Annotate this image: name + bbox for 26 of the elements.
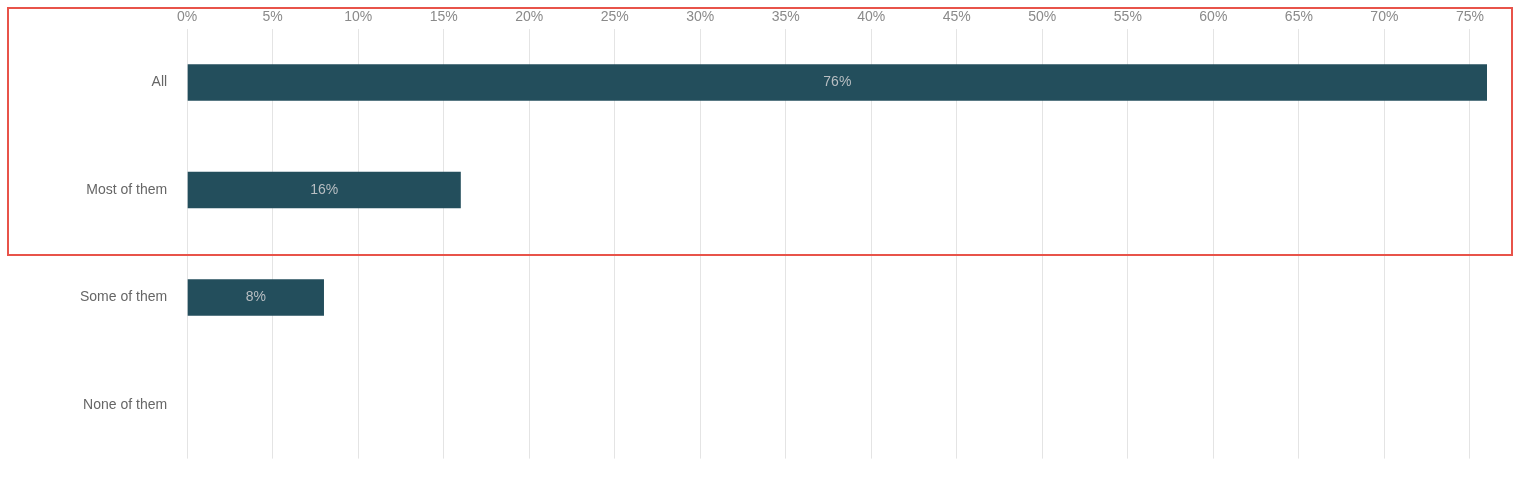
x-tick-label: 5% <box>262 8 283 25</box>
x-tick-label: 55% <box>1113 8 1142 25</box>
y-tick-label: Most of them <box>86 180 168 197</box>
bar <box>187 279 324 316</box>
x-tick-label: 0% <box>177 8 198 25</box>
y-tick-label: All <box>151 73 168 90</box>
data-label: 8% <box>245 288 266 305</box>
y-tick-label: None of them <box>83 395 168 412</box>
x-tick-label: 75% <box>1455 8 1484 25</box>
x-tick-label: 30% <box>686 8 715 25</box>
x-tick-label: 15% <box>429 8 458 25</box>
data-label: 76% <box>823 73 852 90</box>
x-tick-label: 20% <box>515 8 544 25</box>
x-tick-label: 65% <box>1284 8 1313 25</box>
data-label: 16% <box>310 180 339 197</box>
x-tick-label: 50% <box>1028 8 1057 25</box>
bar <box>187 64 1487 101</box>
x-tick-label: 35% <box>771 8 800 25</box>
x-tick-label: 60% <box>1199 8 1228 25</box>
x-tick-label: 70% <box>1370 8 1399 25</box>
x-tick-label: 40% <box>857 8 886 25</box>
y-tick-label: Some of them <box>80 288 168 305</box>
bar <box>187 171 461 209</box>
x-tick-label: 10% <box>344 8 373 25</box>
x-tick-label: 25% <box>600 8 629 25</box>
x-tick-label: 45% <box>942 8 971 25</box>
